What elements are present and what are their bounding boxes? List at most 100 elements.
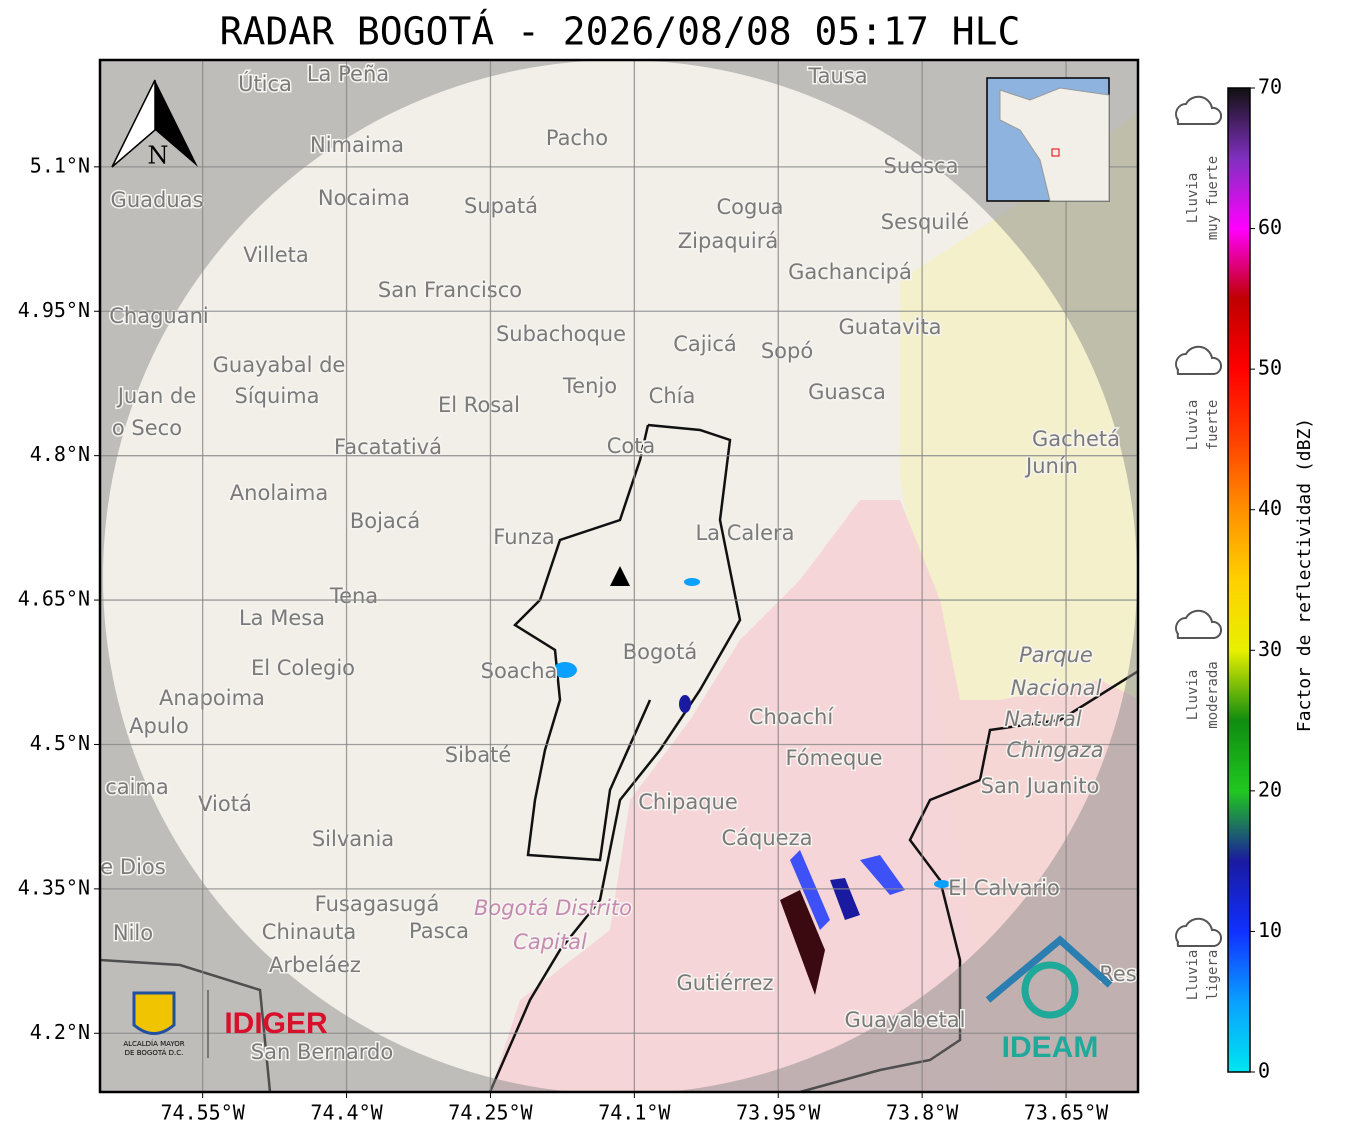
place-label: Anolaima — [230, 481, 328, 505]
place-label: Pasca — [409, 919, 469, 943]
axis-ticks: 74.55°W 74.4°W 74.25°W 74.1°W 73.95°W 73.8°W 7… — [18, 153, 1109, 1124]
place-label: Anapoima — [159, 686, 265, 710]
ideam-logo: IDEAM — [1002, 1031, 1099, 1064]
place-label: Subachoque — [496, 322, 626, 346]
place-label: San Juanito — [981, 774, 1100, 798]
y-tick-label: 4.65°N — [18, 587, 90, 611]
place-label: Síquima — [235, 384, 320, 408]
north-arrow: N — [111, 79, 198, 170]
place-label: Choachí — [749, 705, 835, 729]
x-tick-label: 74.55°W — [161, 1101, 246, 1125]
place-label: Chingaza — [1006, 738, 1103, 762]
place-label: caima — [105, 775, 169, 799]
rain-level-label: muy fuerte — [1205, 156, 1221, 240]
place-label: El Rosal — [438, 393, 520, 417]
radar-site — [610, 566, 630, 586]
y-tick-label: 4.5°N — [30, 731, 90, 755]
logo-ideam: IDEAM — [985, 935, 1113, 1064]
grid — [100, 60, 1138, 1092]
place-label: Nacional — [1011, 676, 1102, 700]
place-label: Sesquilé — [881, 210, 969, 234]
x-tick-label: 74.4°W — [310, 1101, 383, 1125]
radar-echoes — [553, 578, 950, 995]
place-label: Fómeque — [785, 746, 882, 770]
place-label: Tausa — [807, 64, 867, 88]
x-tick-label: 73.65°W — [1024, 1101, 1109, 1125]
x-tick-label: 73.95°W — [736, 1101, 821, 1125]
x-tick-label: 74.1°W — [598, 1101, 671, 1125]
idiger-logo: IDIGER — [224, 1007, 328, 1040]
place-label: El Colegio — [251, 656, 355, 680]
place-label: Útica — [238, 71, 292, 96]
place-label: Nilo — [113, 921, 153, 945]
colorbar-tick-label: 70 — [1258, 75, 1282, 99]
colorbar-tick-label: 10 — [1258, 918, 1282, 942]
place-label: Sibaté — [445, 743, 512, 767]
colorbar-tick-label: 20 — [1258, 777, 1282, 801]
colorbar-scale — [1227, 87, 1251, 1073]
place-label: Cáqueza — [722, 826, 813, 850]
place-label: e Dios — [100, 855, 165, 879]
place-labels: La Peña Útica Tausa Pacho Nimaima Suesca Guadu… — [100, 61, 1138, 1066]
place-label: Chía — [649, 384, 696, 408]
place-label: o Seco — [112, 416, 182, 440]
place-label: Nimaima — [310, 133, 404, 157]
x-tick-label: 73.8°W — [886, 1101, 959, 1125]
place-label: San Bernardo — [251, 1040, 393, 1064]
y-tick-label: 4.95°N — [18, 298, 90, 322]
place-label: Guayabal de — [213, 353, 346, 377]
place-label: Supatá — [464, 194, 538, 218]
place-label: Guasca — [808, 380, 886, 404]
place-label: Apulo — [129, 714, 189, 738]
place-label: Chinauta — [262, 920, 356, 944]
place-label: Guayabetal — [845, 1008, 966, 1032]
place-label: Tenjo — [562, 374, 617, 398]
rain-icon — [1175, 95, 1223, 125]
place-label: La Peña — [307, 62, 389, 86]
rain-level-label: Lluvia — [1185, 950, 1201, 1001]
rain-level-label: ligera — [1205, 950, 1221, 1001]
place-label: Zipaquirá — [678, 229, 778, 253]
place-label: Bojacá — [350, 509, 420, 533]
colorbar-tick-label: 60 — [1258, 215, 1282, 239]
place-label: Nocaima — [318, 186, 410, 210]
place-label: Gutiérrez — [677, 971, 774, 995]
rain-level-label: Lluvia — [1185, 173, 1201, 224]
place-label: Cogua — [716, 195, 783, 219]
map-frame — [98, 58, 1140, 1094]
place-label: El Calvario — [948, 876, 1060, 900]
place-label: Natural — [1004, 707, 1082, 731]
alcaldia-line: DE BOGOTÁ D.C. — [125, 1048, 184, 1057]
rain-icon — [1175, 609, 1223, 639]
place-label: Tena — [329, 584, 378, 608]
place-label: La Mesa — [239, 606, 325, 630]
rain-icon — [1175, 917, 1223, 947]
place-label: Chipaque — [638, 790, 738, 814]
place-label: San Francisco — [378, 278, 522, 302]
colorbar-tick-label: 50 — [1258, 356, 1282, 380]
colorbar-tick-label: 30 — [1258, 637, 1282, 661]
place-label: Fusagasugá — [315, 892, 440, 916]
colorbar-label: Factor de reflectividad (dBZ) — [1294, 418, 1315, 732]
place-label: Guaduas — [111, 188, 204, 212]
place-label: Viotá — [198, 792, 252, 816]
y-tick-label: 4.8°N — [30, 442, 90, 466]
place-label: Gachetá — [1032, 427, 1120, 451]
colorbar-tick-label: 40 — [1258, 496, 1282, 520]
place-label: Bogotá Distrito — [474, 896, 632, 920]
rain-icon — [1175, 345, 1223, 375]
place-label: Soacha — [481, 659, 558, 683]
colorbar-tick-label: 0 — [1258, 1059, 1270, 1083]
y-tick-label: 4.35°N — [18, 875, 90, 899]
north-label: N — [148, 142, 169, 170]
place-label: Cota — [607, 434, 656, 458]
place-label: Chaguani — [109, 304, 209, 328]
rain-level-label: moderada — [1205, 661, 1221, 728]
place-label: Sopó — [761, 339, 813, 363]
region-meta — [490, 500, 1138, 1092]
rain-level-label: Lluvia — [1185, 670, 1201, 721]
place-label: Juan de — [116, 384, 197, 408]
x-tick-label: 74.25°W — [448, 1101, 533, 1125]
